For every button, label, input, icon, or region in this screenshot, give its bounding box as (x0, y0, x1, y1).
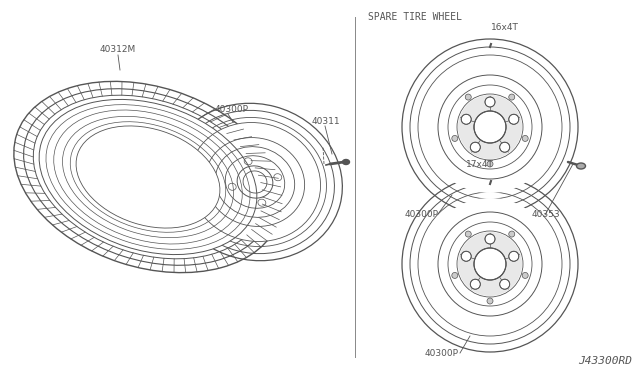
Ellipse shape (509, 114, 519, 124)
Text: 40312M: 40312M (100, 45, 136, 54)
Ellipse shape (76, 126, 220, 228)
Text: J43300RD: J43300RD (578, 356, 632, 366)
Ellipse shape (474, 111, 506, 143)
Text: 40300P: 40300P (425, 349, 459, 358)
Ellipse shape (500, 142, 509, 152)
Ellipse shape (509, 251, 519, 261)
Text: SPARE TIRE WHEEL: SPARE TIRE WHEEL (368, 12, 462, 22)
Ellipse shape (452, 272, 458, 278)
Ellipse shape (189, 122, 321, 241)
Ellipse shape (424, 61, 556, 193)
Ellipse shape (470, 279, 480, 289)
Ellipse shape (465, 231, 471, 237)
Text: 40311: 40311 (312, 117, 340, 126)
Ellipse shape (461, 251, 471, 261)
Ellipse shape (458, 95, 522, 159)
Ellipse shape (522, 272, 528, 278)
Ellipse shape (470, 142, 480, 152)
Ellipse shape (500, 279, 509, 289)
Ellipse shape (452, 135, 458, 141)
Text: 40300P: 40300P (215, 105, 249, 114)
Ellipse shape (474, 248, 506, 280)
Text: 40353: 40353 (532, 210, 561, 219)
Ellipse shape (342, 160, 349, 164)
Ellipse shape (577, 163, 586, 169)
Text: 40300P: 40300P (405, 210, 439, 219)
Ellipse shape (509, 94, 515, 100)
Ellipse shape (424, 198, 556, 330)
Ellipse shape (39, 99, 257, 254)
Text: 17x4T: 17x4T (466, 160, 494, 169)
Ellipse shape (485, 97, 495, 107)
Ellipse shape (465, 94, 471, 100)
Ellipse shape (485, 234, 495, 244)
Text: 16x4T: 16x4T (491, 23, 519, 32)
Ellipse shape (509, 231, 515, 237)
Ellipse shape (522, 135, 528, 141)
Ellipse shape (461, 114, 471, 124)
Ellipse shape (458, 232, 522, 296)
Ellipse shape (487, 161, 493, 167)
Ellipse shape (487, 298, 493, 304)
